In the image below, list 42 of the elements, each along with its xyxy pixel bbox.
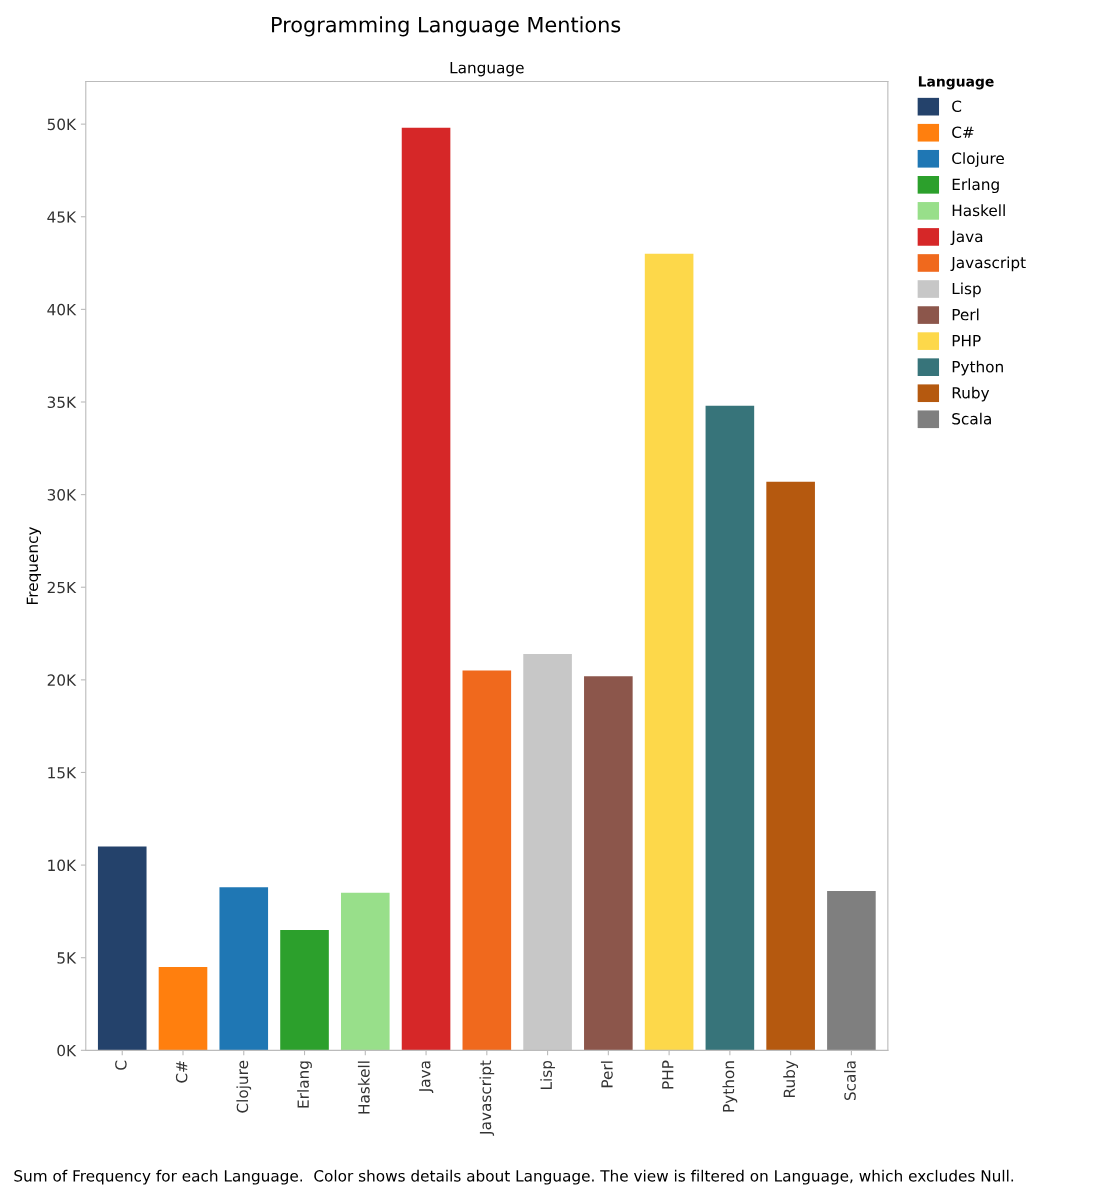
legend-label: Python bbox=[952, 360, 1003, 376]
x-tick-label: Erlang bbox=[297, 1061, 312, 1108]
legend-label: Java bbox=[950, 230, 983, 246]
legend-label: Javascript bbox=[950, 256, 1026, 272]
y-tick-label: 15K bbox=[48, 767, 77, 779]
x-tick-label: Javascript bbox=[479, 1060, 495, 1136]
x-tick-label: Perl bbox=[600, 1061, 613, 1088]
legend-label: Lisp bbox=[952, 282, 981, 298]
x-tick-label: Lisp bbox=[540, 1060, 555, 1089]
legend-label: Haskell bbox=[952, 204, 1005, 217]
legend-label: C bbox=[952, 100, 962, 112]
x-tick-label: C# bbox=[175, 1061, 188, 1083]
y-tick-label: 50K bbox=[47, 118, 77, 131]
x-tick-label: Clojure bbox=[236, 1060, 252, 1113]
chart-title: Programming Language Mentions bbox=[272, 16, 621, 37]
x-tick-label: C bbox=[115, 1060, 127, 1070]
legend-label: C# bbox=[952, 126, 974, 139]
x-tick-label: Java bbox=[419, 1061, 434, 1094]
y-tick-label: 20K bbox=[47, 674, 77, 686]
legend-title: Language bbox=[918, 76, 994, 90]
y-tick-label: 0K bbox=[57, 1044, 77, 1057]
x-tick-label: PHP bbox=[662, 1060, 674, 1089]
y-tick-label: 35K bbox=[47, 396, 77, 409]
y-tick-label: 25K bbox=[47, 581, 77, 594]
x-tick-label: Python bbox=[722, 1061, 738, 1112]
legend-label: PHP bbox=[952, 335, 981, 347]
legend-label: Perl bbox=[952, 308, 979, 321]
y-tick-label: 30K bbox=[47, 489, 77, 501]
legend-label: Ruby bbox=[952, 386, 990, 402]
x-tick-label: Haskell bbox=[357, 1061, 370, 1114]
y-tick-label: 10K bbox=[48, 859, 77, 872]
legend-label: Scala bbox=[952, 412, 991, 425]
chart-subtitle: Language bbox=[450, 62, 524, 77]
y-axis-title: Frequency bbox=[26, 526, 42, 604]
y-tick-label: 40K bbox=[47, 303, 77, 316]
text: Sum of Frequency for each Language. Color shows details about Language. The view is filtered on Language, which excludes Null. bbox=[14, 1169, 1014, 1185]
legend-label: Erlang bbox=[952, 178, 999, 194]
y-tick-label: 5K bbox=[57, 952, 77, 964]
x-tick-label: Scala bbox=[844, 1061, 856, 1101]
x-tick-label: Ruby bbox=[783, 1060, 799, 1097]
y-tick-label: 45K bbox=[47, 211, 77, 223]
legend-label: Clojure bbox=[952, 152, 1004, 168]
